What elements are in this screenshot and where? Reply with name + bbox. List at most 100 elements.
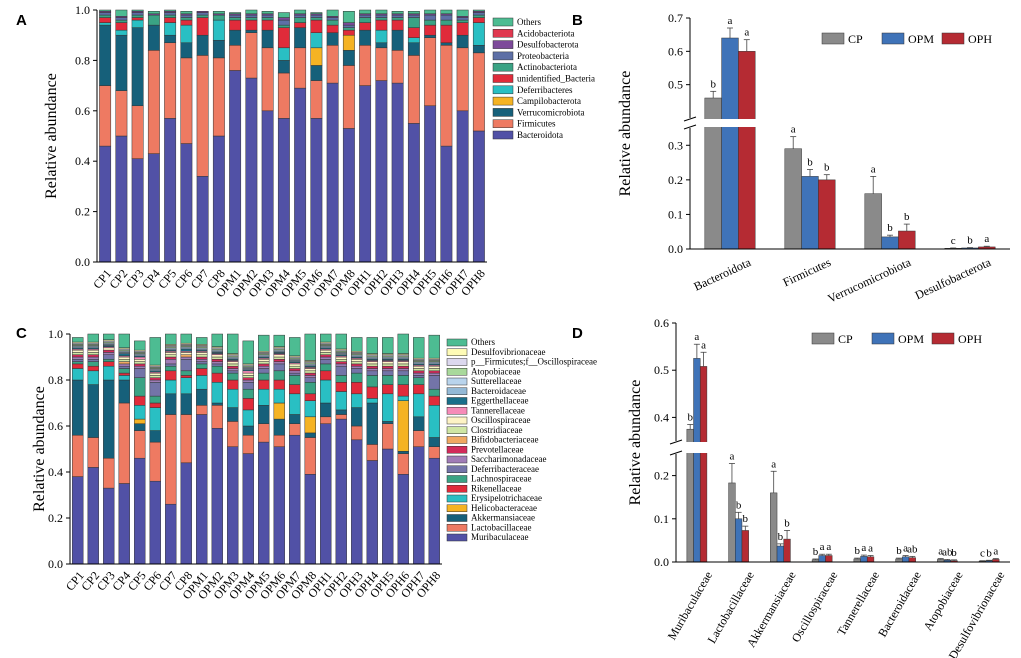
bar-oph6-helicobacteraceae bbox=[397, 400, 409, 452]
legend-label-others: Others bbox=[517, 17, 541, 27]
significance-label-desulfovibrionaceae-oph: a bbox=[993, 546, 998, 558]
bar-opm8-clostridiaceae bbox=[304, 370, 316, 374]
bar-oph4-deferribacteres bbox=[407, 37, 420, 44]
bar-oph1-saccharimonadaceae bbox=[320, 356, 332, 360]
significance-label-desulfobacterota-oph: a bbox=[984, 233, 989, 245]
y-tick-label: 0.6 bbox=[668, 44, 683, 58]
bar-opm6-muribaculaceae bbox=[273, 446, 285, 565]
bar-oph5-deferribacteraceae bbox=[382, 370, 394, 376]
panel-letter-c: C bbox=[16, 325, 27, 342]
bar-opm7-prevotellaceae bbox=[289, 368, 301, 372]
significance-label-bacteroidaceae-oph: ab bbox=[907, 543, 918, 555]
bar-oph7-clostridiaceae bbox=[413, 368, 425, 372]
bar-opm2-saccharimonadaceae bbox=[211, 361, 223, 365]
bar-opm8-campilobacterota bbox=[342, 34, 355, 51]
bar-bacteroidota-oph bbox=[738, 51, 756, 250]
bar-oph4-others bbox=[407, 11, 420, 15]
bar-opm7-lactobacillaceae bbox=[289, 423, 301, 436]
significance-label-oscillospiraceae-opm: a bbox=[820, 541, 825, 553]
bar-cp8-deferribacteraceae bbox=[180, 359, 192, 372]
bar-cp2-others bbox=[87, 333, 99, 343]
bar-cp8-actinobacteriota bbox=[212, 14, 225, 21]
legend-label-p-firmicutes-f-oscillospiraceae: p__Firmicutes;f__Oscillospiraceae bbox=[471, 357, 597, 367]
bar-oph8-erysipelotrichaceae bbox=[428, 405, 440, 438]
bar-oph7-verrucomicrobiota bbox=[456, 34, 469, 49]
bar-opm4-prevotellaceae bbox=[242, 377, 254, 381]
legend-label-eggerthellaceae: Eggerthellaceae bbox=[471, 396, 528, 406]
bar-oph7-deferribacteraceae bbox=[413, 375, 425, 378]
x-tick-label-firmicutes: Firmicutes bbox=[781, 255, 834, 290]
bar-opm1-bacteroidota bbox=[229, 70, 242, 263]
bar-oph8-deferribacteres bbox=[472, 22, 485, 46]
panel-c: CP1CP2CP3CP4CP5CP6CP7CP8OPM1OPM2OPM3OPM4… bbox=[31, 327, 597, 602]
y-axis-label: Relative abundance bbox=[31, 386, 48, 512]
legend-label-acidobacteriota: Acidobacteriota bbox=[517, 28, 574, 38]
bar-cp1-deferribacteraceae bbox=[72, 359, 84, 362]
y-tick-label: 0.4 bbox=[654, 410, 669, 424]
legend-label-deferribacteraceae: Deferribacteraceae bbox=[471, 464, 539, 474]
legend-label-tannerellaceae: Tannerellaceae bbox=[471, 405, 525, 415]
bar-cp5-saccharimonadaceae bbox=[134, 365, 146, 369]
bar-cp4-others bbox=[147, 11, 160, 15]
bar-oph7-others bbox=[413, 337, 425, 359]
bar-cp3-prevotellaceae bbox=[103, 349, 115, 353]
x-tick-label-oscillospiraceae: Oscillospiraceae bbox=[789, 569, 841, 645]
bar-cp6-prevotellaceae bbox=[149, 377, 161, 381]
bar-cp1-lachnospiraceae bbox=[72, 361, 84, 365]
bar-opm6-erysipelotrichaceae bbox=[273, 388, 285, 404]
legend-swatch-bacteroidaceae bbox=[446, 387, 468, 395]
bar-oph7-others bbox=[456, 9, 469, 17]
bar-opm4-others bbox=[242, 340, 254, 365]
bar-opm7-deferribacteraceae bbox=[289, 372, 301, 376]
bar-cp7-rikenellaceae bbox=[165, 370, 177, 381]
bar-cp6-muribaculaceae bbox=[149, 480, 161, 565]
bar-cp5-deferribacteraceae bbox=[134, 368, 146, 378]
bar-oph1-clostridiaceae bbox=[320, 352, 332, 355]
bar-cp7-akkermansiaceae bbox=[165, 393, 177, 415]
bar-cp7-saccharimonadaceae bbox=[165, 359, 177, 365]
legend-label-oph: OPH bbox=[968, 32, 992, 46]
bar-oph5-erysipelotrichaceae bbox=[382, 393, 394, 422]
bar-oph3-prevotellaceae bbox=[351, 363, 363, 367]
bar-cp2-saccharimonadaceae bbox=[87, 356, 99, 360]
x-tick-label-desulfobacterota: Desulfobacterota bbox=[913, 255, 994, 303]
legend-swatch-muribaculaceae bbox=[446, 533, 468, 542]
bar-cp7-others bbox=[165, 333, 177, 345]
bar-firmicutes-opm bbox=[801, 176, 819, 250]
legend-label-helicobacteraceae: Helicobacteraceae bbox=[471, 503, 537, 513]
legend-label-proteobacteria: Proteobacteria bbox=[517, 51, 569, 61]
bar-cp7-desulfobacterota bbox=[196, 11, 209, 13]
bar-opm5-oscillospiraceae bbox=[258, 359, 270, 362]
bar-opm5-firmicutes bbox=[294, 47, 307, 89]
bar-oph8-deferribacteraceae bbox=[428, 375, 440, 390]
bar-cp8-lachnospiraceae bbox=[180, 370, 192, 376]
bar-opm2-rikenellaceae bbox=[211, 372, 223, 383]
bar-cp6-verrucomicrobiota bbox=[180, 42, 193, 59]
bar-opm2-oscillospiraceae bbox=[211, 354, 223, 358]
bar-opm8-muribaculaceae bbox=[304, 474, 316, 565]
legend-swatch-oph bbox=[931, 332, 955, 345]
bar-oph7-lachnospiraceae bbox=[413, 377, 425, 385]
bar-opm6-proteobacteria bbox=[310, 14, 323, 18]
bar-lactobacillaceae-oph bbox=[741, 530, 749, 563]
legend-label-clostridiaceae: Clostridiaceae bbox=[471, 425, 522, 435]
legend-label-rikenellaceae: Rikenellaceae bbox=[471, 483, 521, 493]
bar-oph2-clostridiaceae bbox=[335, 359, 347, 362]
significance-label-atopobiaceae-cp: a bbox=[938, 546, 943, 558]
bar-opm4-firmicutes bbox=[277, 72, 290, 119]
legend-swatch-clostridiaceae bbox=[446, 426, 468, 434]
significance-label-desulfobacterota-opm: b bbox=[967, 235, 973, 247]
bar-oph2-verrucomicrobiota bbox=[375, 42, 388, 49]
bar-oph5-others bbox=[382, 337, 394, 354]
significance-label-bacteroidota-cp: b bbox=[710, 78, 716, 90]
legend-swatch-others bbox=[492, 17, 514, 27]
y-tick-label: 0.2 bbox=[75, 205, 90, 219]
panel-letter-a: A bbox=[16, 12, 27, 29]
legend-swatch-erysipelotrichaceae bbox=[446, 494, 468, 503]
bar-oph1-akkermansiaceae bbox=[320, 402, 332, 418]
bar-oph7-unidentified-bacteria bbox=[456, 22, 469, 36]
bar-opm6-others bbox=[273, 334, 285, 347]
bar-opm4-lactobacillaceae bbox=[242, 434, 254, 454]
bar-oph6-prevotellaceae bbox=[397, 365, 409, 369]
legend-label-cp: CP bbox=[838, 332, 853, 346]
